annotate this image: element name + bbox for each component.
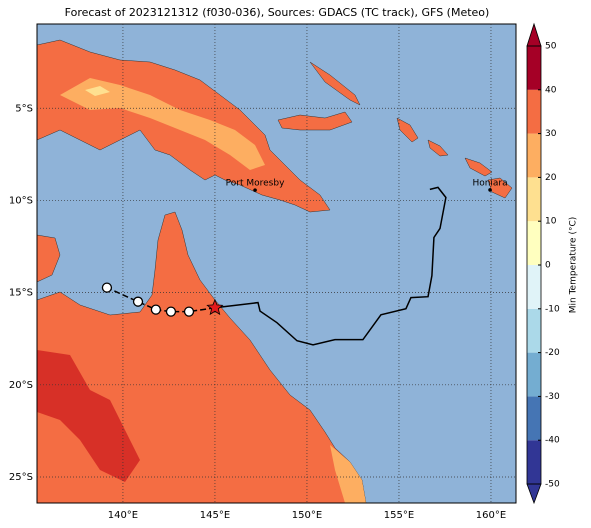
colorbar-tick-label: -20 xyxy=(545,348,560,358)
colorbar-extend-top xyxy=(526,22,542,47)
forecast-point xyxy=(165,306,177,317)
colorbar-tick-label: 30 xyxy=(545,129,557,139)
land xyxy=(37,39,513,503)
colorbar-tick-label: -30 xyxy=(545,392,560,402)
colorbar-tick-label: 0 xyxy=(545,261,551,271)
colorbar-band xyxy=(527,133,541,178)
colorbar-band xyxy=(527,177,541,222)
highlands xyxy=(60,78,265,170)
forecast-point xyxy=(101,282,113,293)
hot-region xyxy=(37,350,140,482)
new-ireland xyxy=(309,61,361,106)
x-tick-label: 145°E xyxy=(200,510,230,521)
forecast-point xyxy=(150,304,162,315)
place-label: Honiara xyxy=(472,178,507,188)
map-frame xyxy=(36,23,517,504)
track-line xyxy=(214,186,447,346)
forecast-point xyxy=(183,306,195,317)
colorbar-tick-label: 40 xyxy=(545,85,557,95)
colorbar-label: Min Temperature (°C) xyxy=(569,217,579,314)
colorbar-tick-label: -10 xyxy=(545,304,560,314)
new-britain xyxy=(277,111,353,131)
current-position xyxy=(206,298,224,316)
colorbar-band xyxy=(527,396,541,441)
colorbar-tick-label: -40 xyxy=(545,436,560,446)
solomons-a xyxy=(427,139,449,157)
place-dot xyxy=(488,188,492,192)
colorbar-extend-bottom xyxy=(526,483,542,505)
colorbar-band xyxy=(527,265,541,309)
y-tick-label: 15°S xyxy=(9,288,33,299)
colorbar-tick-label: 50 xyxy=(545,42,557,52)
bougainville xyxy=(396,117,419,143)
colorbar-band xyxy=(527,89,541,134)
colorbar-band xyxy=(527,221,541,265)
y-tick-label: 25°S xyxy=(9,472,33,483)
y-tick-label: 20°S xyxy=(9,380,33,391)
x-tick-label: 155°E xyxy=(384,510,414,521)
place-label: Port Moresby xyxy=(226,179,285,189)
colorbar-band xyxy=(527,46,541,90)
place-dot xyxy=(253,188,257,192)
x-tick-label: 160°E xyxy=(476,510,506,521)
colorbar-tick-label: 20 xyxy=(545,173,557,183)
title: Forecast of 2023121312 (f030-036), Sourc… xyxy=(65,6,490,19)
forecast-point xyxy=(132,296,144,307)
colorbar-tick-label: 10 xyxy=(545,217,557,227)
x-tick-label: 150°E xyxy=(292,510,322,521)
solomons-b xyxy=(464,157,493,177)
y-tick-label: 5°S xyxy=(15,103,33,114)
y-tick-label: 10°S xyxy=(9,195,33,206)
arnhem-land xyxy=(37,234,61,283)
colorbar-band xyxy=(527,440,541,484)
colorbar-band xyxy=(527,352,541,397)
peaks xyxy=(85,86,110,96)
colorbar-tick-label: -50 xyxy=(545,480,560,490)
colorbar-band xyxy=(527,308,541,353)
x-tick-label: 140°E xyxy=(108,510,138,521)
cool-coast xyxy=(330,445,366,503)
